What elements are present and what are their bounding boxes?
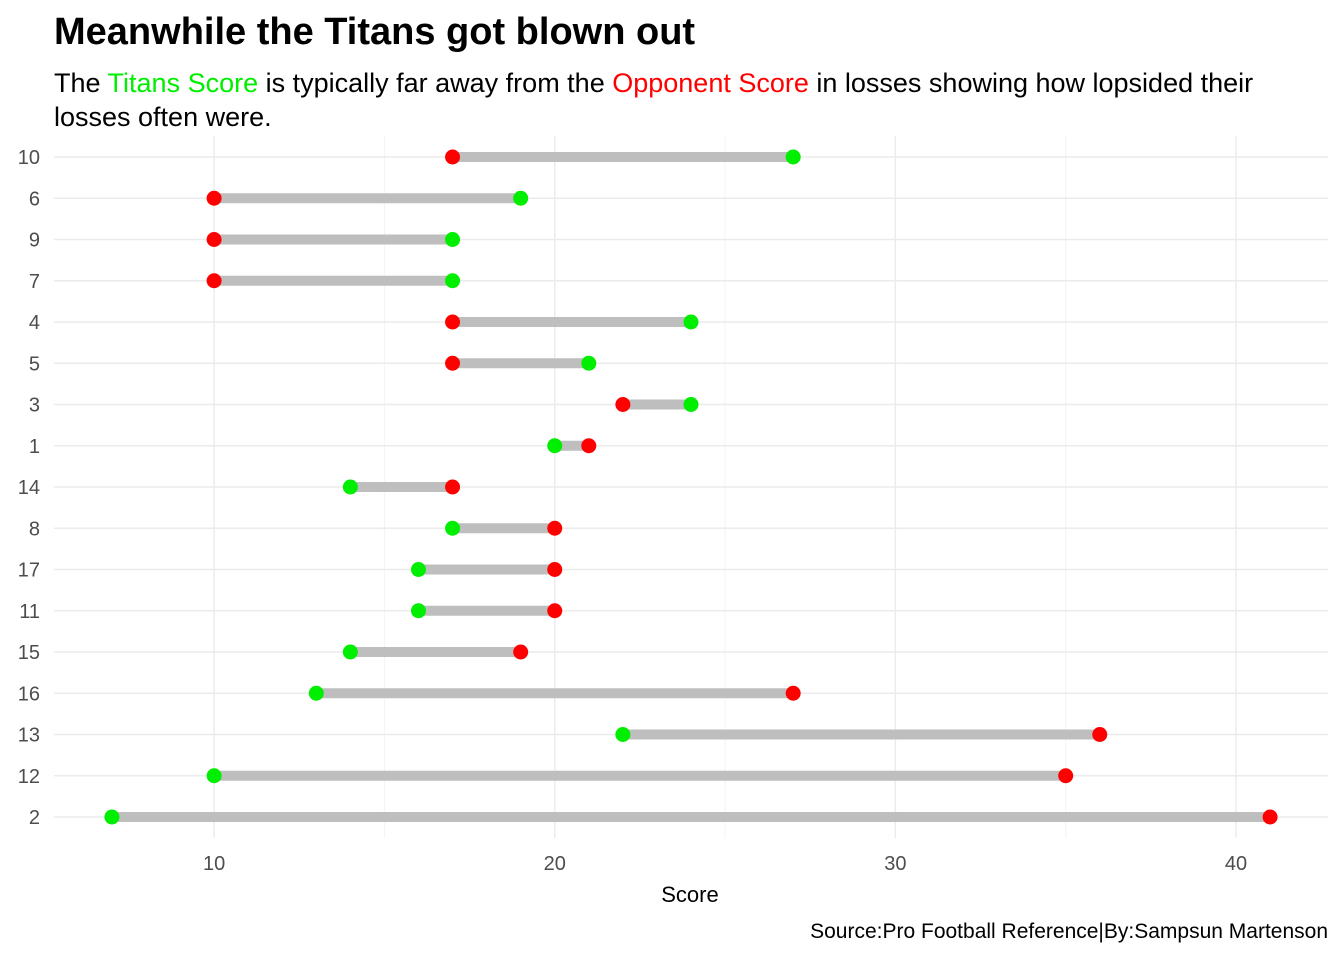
score-points xyxy=(104,149,1278,825)
opponent-score-point xyxy=(513,644,529,660)
y-tick-label: 8 xyxy=(29,518,40,540)
titans-score-point xyxy=(410,603,426,619)
opponent-score-point xyxy=(445,479,461,495)
subtitle-part-3: in losses showing how lopsided their los… xyxy=(54,68,1254,132)
opponent-score-point xyxy=(445,314,461,330)
subtitle-titans-label: Titans Score xyxy=(107,68,259,98)
opponent-score-point xyxy=(581,438,597,454)
source-caption: Source:Pro Football Reference|By:Sampsun… xyxy=(810,920,1328,943)
opponent-score-point xyxy=(547,603,563,619)
titans-score-point xyxy=(683,314,699,330)
opponent-score-point xyxy=(206,190,222,206)
titans-score-point xyxy=(547,438,563,454)
y-tick-label: 12 xyxy=(18,766,40,788)
titans-score-point xyxy=(513,190,529,206)
y-tick-label: 11 xyxy=(19,601,40,623)
opponent-score-point xyxy=(547,520,563,536)
y-tick-label: 5 xyxy=(29,353,40,375)
y-tick-label: 9 xyxy=(29,230,40,252)
y-tick-label: 17 xyxy=(18,560,40,582)
opponent-score-point xyxy=(445,149,461,165)
titans-score-point xyxy=(615,727,631,742)
y-tick-label: 15 xyxy=(18,642,40,664)
y-tick-label: 2 xyxy=(29,807,40,829)
chart-title: Meanwhile the Titans got blown out xyxy=(54,11,696,53)
chart-subtitle: The Titans Score is typically far away f… xyxy=(54,66,1324,134)
titans-score-point xyxy=(206,768,222,784)
titans-score-point xyxy=(683,397,699,412)
x-tick-label: 30 xyxy=(884,853,906,875)
titans-score-point xyxy=(785,149,801,165)
y-tick-label: 4 xyxy=(29,312,40,334)
x-axis-title: Score xyxy=(661,882,718,907)
titans-score-point xyxy=(410,562,426,577)
titans-score-point xyxy=(445,273,461,289)
y-tick-label: 1 xyxy=(29,436,40,458)
opponent-score-point xyxy=(1092,727,1108,742)
titans-score-point xyxy=(581,355,597,371)
y-tick-label: 16 xyxy=(18,683,40,705)
opponent-score-point xyxy=(547,562,563,577)
opponent-score-point xyxy=(615,397,631,412)
opponent-score-point xyxy=(206,273,222,289)
opponent-score-point xyxy=(445,355,461,371)
y-tick-label: 7 xyxy=(29,271,40,293)
opponent-score-point xyxy=(1058,768,1074,784)
titans-score-point xyxy=(104,809,120,825)
y-tick-label: 14 xyxy=(18,477,40,499)
x-axis-tick-labels: 10 20 30 40 xyxy=(203,853,1247,875)
subtitle-part-1: The xyxy=(54,68,108,98)
titans-score-point xyxy=(342,644,358,660)
y-tick-label: 10 xyxy=(18,147,40,169)
opponent-score-point xyxy=(785,685,801,701)
x-tick-label: 10 xyxy=(203,853,225,875)
score-gap-segments xyxy=(111,152,1271,822)
x-tick-label: 40 xyxy=(1225,853,1247,875)
titans-score-point xyxy=(445,232,461,247)
y-tick-label: 6 xyxy=(29,188,40,210)
x-tick-label: 20 xyxy=(544,853,566,875)
titans-score-point xyxy=(342,479,358,495)
titans-score-point xyxy=(308,685,324,701)
y-tick-label: 3 xyxy=(29,395,40,417)
subtitle-opponent-label: Opponent Score xyxy=(612,68,809,98)
subtitle-part-2: is typically far away from the xyxy=(258,68,613,98)
y-axis-tick-labels: 10 6 9 7 4 5 3 1 14 8 17 11 15 16 13 12 2 xyxy=(18,147,40,829)
opponent-score-point xyxy=(206,232,222,247)
titans-score-point xyxy=(445,520,461,536)
y-tick-label: 13 xyxy=(18,725,40,747)
opponent-score-point xyxy=(1262,809,1278,825)
